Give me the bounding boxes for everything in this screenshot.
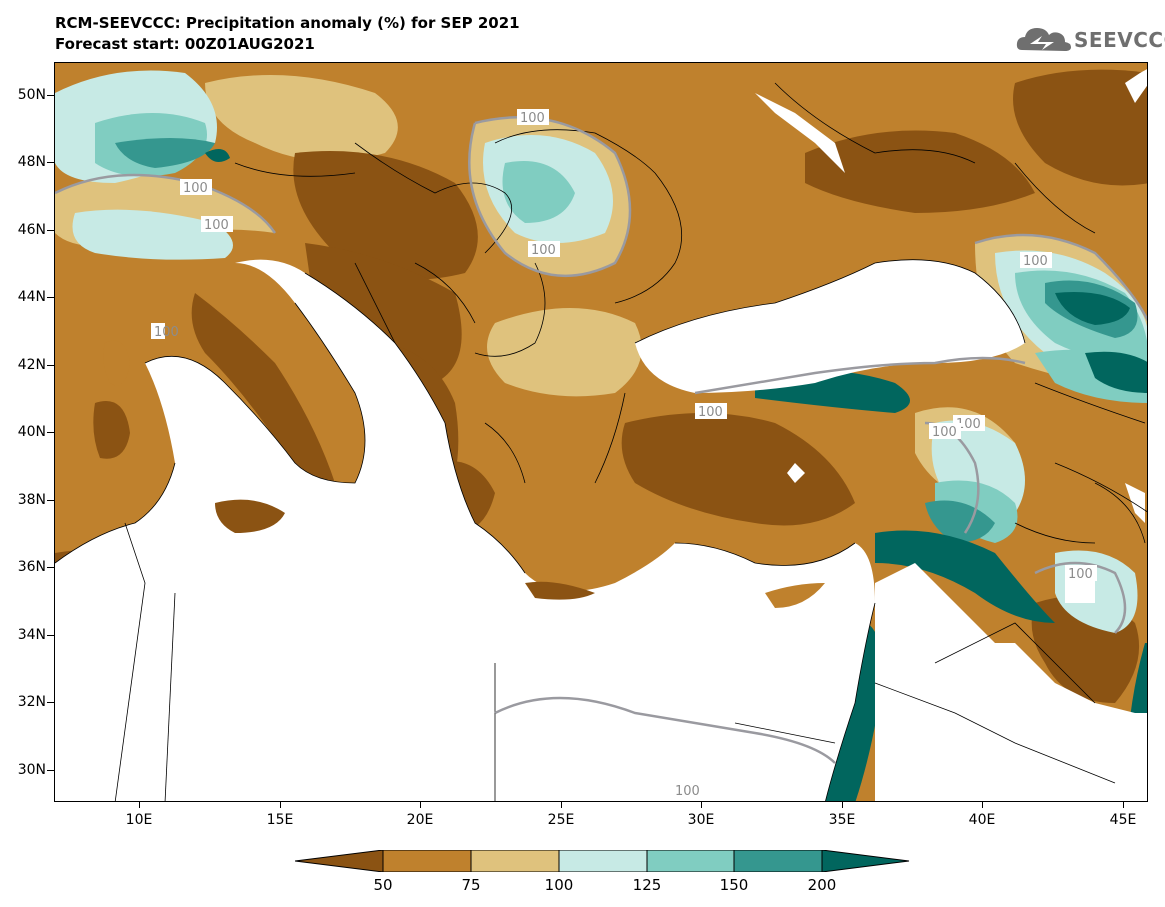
borders [55,82,1147,801]
contour-label: 100 [204,218,229,233]
contour-label-bg [695,403,727,419]
colorbar-segment-75-100 [470,850,560,872]
colorbar-label: 200 [807,876,837,894]
lon-label: 10E [125,812,153,828]
contour-label: 100 [531,243,556,258]
lat-label: 36N [17,559,46,575]
lon-label: 35E [828,812,856,828]
colorbar-segment-125-150 [646,850,735,872]
lon-tick [280,802,281,808]
lat-label: 42N [17,357,46,373]
lat-tick [47,702,54,703]
lat-tick [47,635,54,636]
lat-tick [47,365,54,366]
lat-label: 30N [17,762,46,778]
lon-tick [420,802,421,808]
lon-tick [982,802,983,808]
islands [93,340,825,608]
lat-tick [47,297,54,298]
lon-label: 45E [1109,812,1137,828]
colorbar-segment-below-50 [295,850,384,872]
colorbar-label: 100 [544,876,574,894]
lat-tick [47,770,54,771]
sea-mask [55,69,1147,801]
lat-tick [47,162,54,163]
contour-label: 100 [154,325,179,340]
lon-tick [1123,802,1124,808]
lat-tick [47,95,54,96]
lon-label: 15E [266,812,294,828]
colorbar-segment-above-200 [821,850,910,872]
contour-label: 100 [520,111,545,126]
map-panel: 100 100 100 100 100 100 100 100 100 100 … [54,62,1148,802]
lon-label: 40E [968,812,996,828]
contour-labels: 100 100 100 100 100 100 100 100 100 100 … [151,109,1097,799]
seevccc-logo: SEEVCCC [1016,22,1165,58]
lat-tick [47,230,54,231]
contour-label-bg [1065,565,1097,581]
contour-label: 100 [698,405,723,420]
contour-label-bg [517,109,549,125]
colorbar [295,850,910,872]
forecast-start-line: Forecast start: 00Z01AUG2021 [55,35,315,53]
lat-label: 48N [17,154,46,170]
contour-label-bg [672,782,704,798]
logo-text: SEEVCCC [1074,28,1165,52]
contour-label-bg [1020,252,1052,268]
lon-tick [139,802,140,808]
lon-tick [701,802,702,808]
colorbar-label: 125 [632,876,662,894]
colorbar-segment-50-75 [382,850,472,872]
colorbar-label: 75 [461,876,481,894]
colorbar-segment-100-125 [558,850,648,872]
contour-label: 100 [1068,567,1093,582]
lat-label: 34N [17,627,46,643]
precipitation-anomaly-map: 100 100 100 100 100 100 100 100 100 100 … [55,63,1147,801]
lat-tick [47,432,54,433]
contour-label-bg [180,179,212,195]
contour-label: 100 [183,181,208,196]
lat-label: 38N [17,492,46,508]
lon-tick [561,802,562,808]
lon-tick [842,802,843,808]
contour-label-bg [528,241,560,257]
contour-label: 100 [956,417,981,432]
contour-label-bg [151,323,165,339]
lat-label: 44N [17,289,46,305]
contour-label: 100 [675,784,700,799]
contour-label: 100 [1023,254,1048,269]
colorbar-label: 150 [719,876,749,894]
lat-label: 32N [17,694,46,710]
cloud-icon [1016,28,1071,51]
lon-label: 25E [547,812,575,828]
contour-label-bg [929,423,961,439]
lon-label: 30E [687,812,715,828]
lat-tick [47,500,54,501]
contour-label: 100 [932,425,957,440]
lon-label: 20E [406,812,434,828]
contour-label-bg [201,216,233,232]
lat-label: 46N [17,222,46,238]
lat-label: 50N [17,87,46,103]
colorbar-segment-150-200 [733,850,823,872]
title-line-1: RCM-SEEVCCC: Precipitation anomaly (%) f… [55,14,520,32]
lat-tick [47,567,54,568]
colorbar-label: 50 [373,876,393,894]
lat-label: 40N [17,424,46,440]
